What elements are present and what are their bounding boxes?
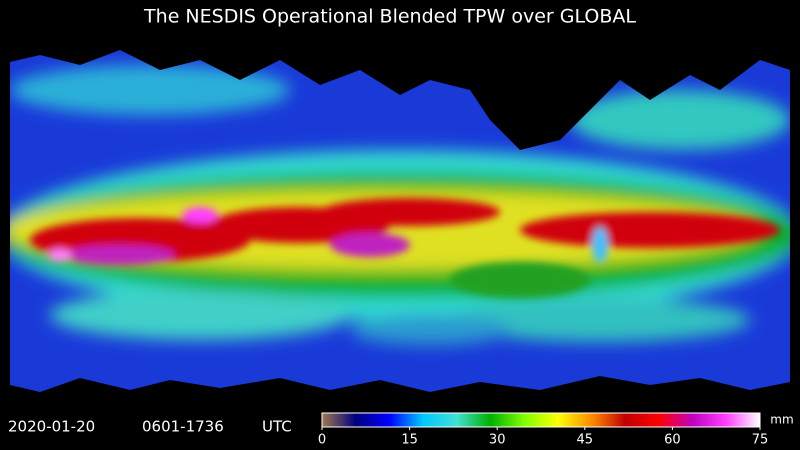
time-range: 0601-1736 [142, 418, 224, 436]
colorbar-gradient [321, 412, 761, 428]
title: The NESDIS Operational Blended TPW over … [143, 6, 636, 28]
tpw-map [10, 35, 790, 405]
colorbar-tick-label: 60 [664, 433, 681, 448]
colorbar-tick-label: 45 [577, 433, 594, 448]
no-data-north [10, 35, 790, 150]
colorbar-tick-label: 15 [401, 433, 418, 448]
colorbar-unit: mm [770, 413, 793, 427]
date: 2020-01-20 [8, 418, 95, 436]
no-data-south [10, 376, 790, 405]
timezone: UTC [262, 418, 292, 436]
colorbar-tick-label: 0 [318, 433, 326, 448]
colorbar-tick-label: 30 [489, 433, 506, 448]
colorbar-tick-label: 75 [752, 433, 769, 448]
